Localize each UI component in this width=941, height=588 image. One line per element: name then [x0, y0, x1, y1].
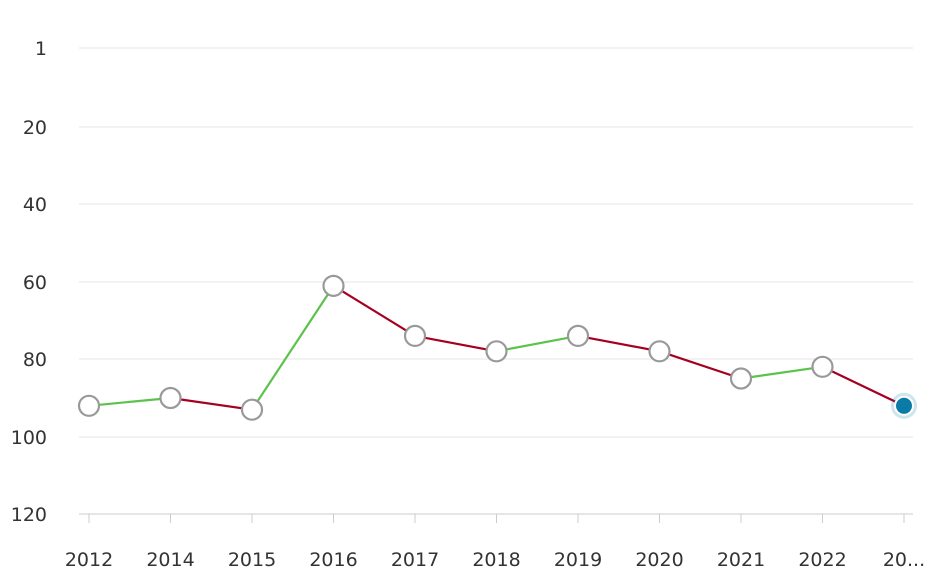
data-point[interactable]	[729, 367, 753, 390]
data-point[interactable]	[159, 386, 182, 410]
x-tick-label: 2018	[472, 549, 520, 571]
x-tick-label: 2022	[798, 549, 846, 571]
series-segment-down	[658, 350, 743, 380]
x-tick-label: 2017	[391, 549, 439, 571]
marker-layer	[77, 274, 917, 421]
data-point[interactable]	[485, 340, 508, 363]
x-tick-label: 2020	[635, 549, 683, 571]
data-point[interactable]	[811, 355, 834, 378]
series-segment-up	[87, 396, 172, 407]
y-tick-label: 60	[23, 272, 47, 294]
y-tick-label: 80	[23, 349, 47, 371]
series-segment-down	[169, 396, 254, 411]
series-segment-down	[413, 334, 498, 353]
x-tick-label: 2015	[228, 549, 276, 571]
x-tick-label: 2014	[146, 549, 194, 571]
y-tick-label: 40	[23, 194, 47, 216]
series-segment-up	[739, 365, 824, 380]
data-point[interactable]	[322, 274, 345, 297]
data-point[interactable]	[648, 340, 671, 363]
x-tick-label: 2016	[309, 549, 357, 571]
data-point[interactable]	[240, 398, 264, 421]
grid-layer	[79, 47, 913, 438]
x-tick-label: 2012	[65, 549, 113, 571]
data-point-highlighted[interactable]	[894, 395, 914, 416]
line-layer	[87, 284, 906, 411]
y-tick-label: 100	[11, 427, 47, 449]
data-point[interactable]	[566, 324, 590, 347]
series-segment-up	[250, 284, 335, 411]
series-segment-down	[821, 365, 906, 407]
x-tick-label: 20...	[883, 549, 925, 571]
y-tick-label: 1	[35, 38, 47, 60]
x-tick-label: 2021	[717, 549, 765, 571]
data-point[interactable]	[77, 394, 101, 417]
series-segment-down	[576, 334, 661, 353]
data-point[interactable]	[403, 324, 427, 347]
y-tick-label: 120	[11, 504, 47, 526]
series-segment-down	[332, 284, 417, 337]
x-tick-label: 2019	[554, 549, 602, 571]
y-tick-label: 20	[23, 117, 47, 139]
series-segment-up	[495, 334, 580, 353]
